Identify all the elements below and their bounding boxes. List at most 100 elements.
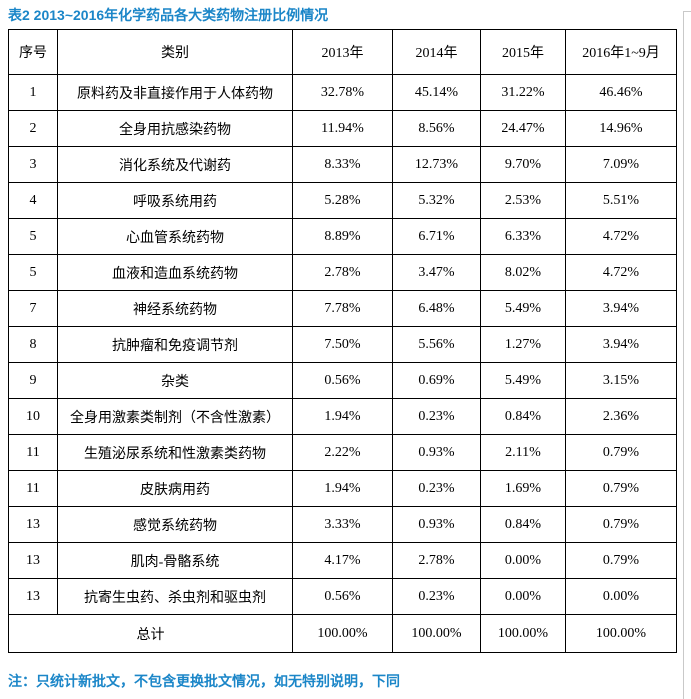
value-2013-cell: 1.94% bbox=[292, 470, 393, 507]
value-2015-cell: 0.84% bbox=[480, 398, 566, 435]
col-header-no: 序号 bbox=[8, 29, 58, 75]
table-row: 10 全身用激素类制剂（不含性激素） 1.94% 0.23% 0.84% 2.36% bbox=[8, 398, 677, 435]
value-2013-cell: 32.78% bbox=[292, 74, 393, 111]
header-row: 序号 类别 2013年 2014年 2015年 2016年1~9月 bbox=[8, 29, 677, 75]
table-row: 2 全身用抗感染药物 11.94% 8.56% 24.47% 14.96% bbox=[8, 110, 677, 147]
table-row: 4 呼吸系统用药 5.28% 5.32% 2.53% 5.51% bbox=[8, 182, 677, 219]
category-cell: 肌肉-骨骼系统 bbox=[57, 542, 293, 579]
row-number-cell: 3 bbox=[8, 146, 58, 183]
table-title: 表2 2013~2016年化学药品各大类药物注册比例情况 bbox=[8, 7, 329, 23]
col-header-category: 类别 bbox=[57, 29, 293, 75]
table-row: 11 皮肤病用药 1.94% 0.23% 1.69% 0.79% bbox=[8, 470, 677, 507]
table-row: 5 心血管系统药物 8.89% 6.71% 6.33% 4.72% bbox=[8, 218, 677, 255]
value-2013-cell: 0.56% bbox=[292, 362, 393, 399]
value-2015-cell: 0.00% bbox=[480, 542, 566, 579]
value-2016-cell: 0.79% bbox=[565, 506, 677, 543]
value-2013-cell: 8.89% bbox=[292, 218, 393, 255]
category-cell: 消化系统及代谢药 bbox=[57, 146, 293, 183]
value-2014-cell: 6.71% bbox=[392, 218, 481, 255]
value-2013-cell: 3.33% bbox=[292, 506, 393, 543]
value-2015-cell: 31.22% bbox=[480, 74, 566, 111]
value-2016-cell: 4.72% bbox=[565, 254, 677, 291]
category-cell: 全身用抗感染药物 bbox=[57, 110, 293, 147]
value-2015-cell: 100.00% bbox=[480, 614, 566, 653]
value-2015-cell: 1.69% bbox=[480, 470, 566, 507]
table-row: 13 抗寄生虫药、杀虫剂和驱虫剂 0.56% 0.23% 0.00% 0.00% bbox=[8, 578, 677, 615]
value-2014-cell: 0.93% bbox=[392, 434, 481, 471]
row-number-cell: 5 bbox=[8, 254, 58, 291]
value-2014-cell: 45.14% bbox=[392, 74, 481, 111]
value-2016-cell: 0.00% bbox=[565, 578, 677, 615]
table-row: 5 血液和造血系统药物 2.78% 3.47% 8.02% 4.72% bbox=[8, 254, 677, 291]
value-2014-cell: 0.23% bbox=[392, 578, 481, 615]
value-2014-cell: 2.78% bbox=[392, 542, 481, 579]
table-row: 11 生殖泌尿系统和性激素类药物 2.22% 0.93% 2.11% 0.79% bbox=[8, 434, 677, 471]
table-row: 13 肌肉-骨骼系统 4.17% 2.78% 0.00% 0.79% bbox=[8, 542, 677, 579]
row-number-cell: 1 bbox=[8, 74, 58, 111]
category-cell: 抗寄生虫药、杀虫剂和驱虫剂 bbox=[57, 578, 293, 615]
value-2014-cell: 5.56% bbox=[392, 326, 481, 363]
value-2013-cell: 2.78% bbox=[292, 254, 393, 291]
value-2016-cell: 0.79% bbox=[565, 434, 677, 471]
value-2016-cell: 3.15% bbox=[565, 362, 677, 399]
value-2016-cell: 4.72% bbox=[565, 218, 677, 255]
table-row: 9 杂类 0.56% 0.69% 5.49% 3.15% bbox=[8, 362, 677, 399]
value-2015-cell: 6.33% bbox=[480, 218, 566, 255]
value-2016-cell: 100.00% bbox=[565, 614, 677, 653]
row-number-cell: 11 bbox=[8, 434, 58, 471]
category-cell: 神经系统药物 bbox=[57, 290, 293, 327]
value-2016-cell: 2.36% bbox=[565, 398, 677, 435]
row-number-cell: 13 bbox=[8, 506, 58, 543]
total-label-cell: 总计 bbox=[8, 614, 293, 653]
table-body: 1 原料药及非直接作用于人体药物 32.78% 45.14% 31.22% 46.46% 2… bbox=[8, 74, 677, 653]
value-2016-cell: 14.96% bbox=[565, 110, 677, 147]
value-2015-cell: 9.70% bbox=[480, 146, 566, 183]
row-number-cell: 8 bbox=[8, 326, 58, 363]
category-cell: 心血管系统药物 bbox=[57, 218, 293, 255]
value-2016-cell: 3.94% bbox=[565, 326, 677, 363]
value-2013-cell: 7.50% bbox=[292, 326, 393, 363]
col-header-2016: 2016年1~9月 bbox=[565, 29, 677, 75]
registration-ratio-table: 序号 类别 2013年 2014年 2015年 2016年1~9月 1 原料药及非… bbox=[8, 29, 677, 653]
value-2015-cell: 1.27% bbox=[480, 326, 566, 363]
value-2015-cell: 2.53% bbox=[480, 182, 566, 219]
value-2014-cell: 3.47% bbox=[392, 254, 481, 291]
footnote: 注：只统计新批文，不包含更换批文情况，如无特别说明，下同 bbox=[8, 673, 400, 689]
value-2013-cell: 4.17% bbox=[292, 542, 393, 579]
value-2016-cell: 3.94% bbox=[565, 290, 677, 327]
page-edge-line bbox=[683, 11, 691, 699]
total-row: 总计 100.00% 100.00% 100.00% 100.00% bbox=[8, 614, 677, 653]
category-cell: 血液和造血系统药物 bbox=[57, 254, 293, 291]
value-2013-cell: 5.28% bbox=[292, 182, 393, 219]
category-cell: 抗肿瘤和免疫调节剂 bbox=[57, 326, 293, 363]
value-2016-cell: 46.46% bbox=[565, 74, 677, 111]
table-row: 7 神经系统药物 7.78% 6.48% 5.49% 3.94% bbox=[8, 290, 677, 327]
value-2014-cell: 0.69% bbox=[392, 362, 481, 399]
table-row: 3 消化系统及代谢药 8.33% 12.73% 9.70% 7.09% bbox=[8, 146, 677, 183]
value-2014-cell: 100.00% bbox=[392, 614, 481, 653]
category-cell: 原料药及非直接作用于人体药物 bbox=[57, 74, 293, 111]
category-cell: 杂类 bbox=[57, 362, 293, 399]
value-2014-cell: 0.93% bbox=[392, 506, 481, 543]
value-2013-cell: 11.94% bbox=[292, 110, 393, 147]
col-header-2013: 2013年 bbox=[292, 29, 393, 75]
category-cell: 皮肤病用药 bbox=[57, 470, 293, 507]
value-2013-cell: 100.00% bbox=[292, 614, 393, 653]
table-row: 1 原料药及非直接作用于人体药物 32.78% 45.14% 31.22% 46.46% bbox=[8, 74, 677, 111]
value-2016-cell: 0.79% bbox=[565, 542, 677, 579]
value-2013-cell: 7.78% bbox=[292, 290, 393, 327]
value-2016-cell: 5.51% bbox=[565, 182, 677, 219]
value-2015-cell: 8.02% bbox=[480, 254, 566, 291]
row-number-cell: 2 bbox=[8, 110, 58, 147]
row-number-cell: 9 bbox=[8, 362, 58, 399]
value-2015-cell: 5.49% bbox=[480, 290, 566, 327]
value-2014-cell: 0.23% bbox=[392, 470, 481, 507]
row-number-cell: 11 bbox=[8, 470, 58, 507]
value-2013-cell: 0.56% bbox=[292, 578, 393, 615]
row-number-cell: 10 bbox=[8, 398, 58, 435]
category-cell: 呼吸系统用药 bbox=[57, 182, 293, 219]
value-2014-cell: 6.48% bbox=[392, 290, 481, 327]
row-number-cell: 4 bbox=[8, 182, 58, 219]
value-2014-cell: 12.73% bbox=[392, 146, 481, 183]
value-2015-cell: 5.49% bbox=[480, 362, 566, 399]
